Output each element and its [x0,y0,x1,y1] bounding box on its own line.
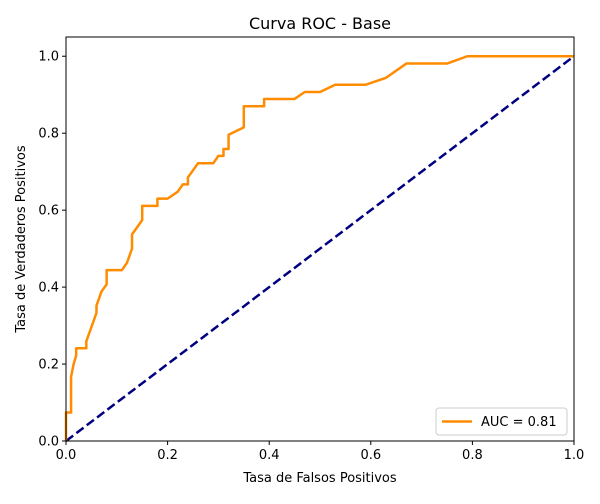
legend: AUC = 0.81 [435,407,568,436]
y-tick-label: 1.0 [38,50,59,65]
x-tick-label: 0.6 [360,448,381,463]
series-line-roc [64,54,574,441]
chart-title: Curva ROC - Base [249,14,391,33]
y-axis-ticks: 0.0 0.2 0.4 0.6 0.8 1.0 [38,50,66,450]
y-tick-label: 0.8 [38,127,59,142]
y-axis-label: Tasa de Verdaderos Positivos [14,145,29,333]
plot-frame [65,36,575,442]
x-tick-label: 0.0 [56,448,77,463]
x-axis-ticks: 0.0 0.2 0.4 0.6 0.8 1.0 [56,441,585,463]
plot-area [64,54,575,442]
x-tick-label: 1.0 [564,448,585,463]
y-tick-label: 0.0 [38,435,59,450]
legend-label-roc: AUC = 0.81 [481,415,557,430]
legend-box [435,407,568,436]
x-tick-label: 0.4 [259,448,280,463]
y-tick-label: 0.6 [38,204,59,219]
y-tick-label: 0.4 [38,281,59,296]
x-tick-label: 0.2 [157,448,178,463]
series-line-diagonal [65,55,575,442]
x-axis-label: Tasa de Falsos Positivos [242,471,397,486]
y-tick-label: 0.2 [38,358,59,373]
x-tick-label: 0.8 [462,448,483,463]
